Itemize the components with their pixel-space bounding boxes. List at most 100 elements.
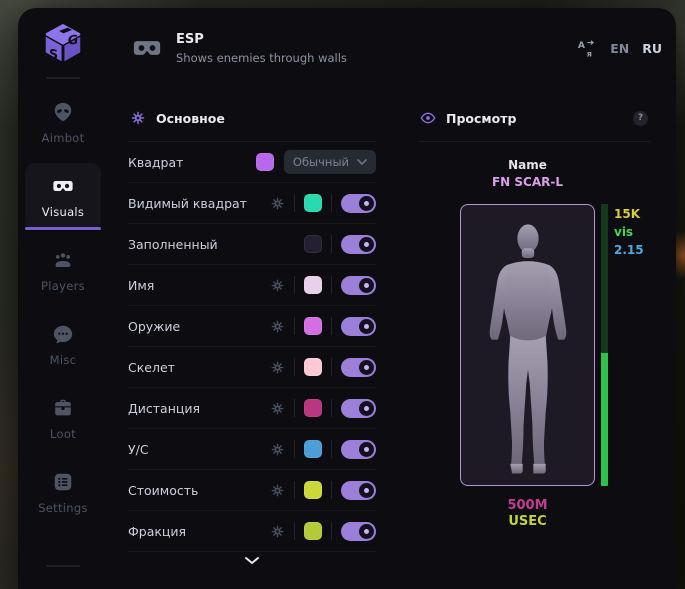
svg-text:S: S: [49, 46, 58, 62]
color-swatch[interactable]: [255, 153, 274, 171]
setting-row: Фракция: [128, 511, 376, 552]
app-logo-icon: S G: [40, 20, 86, 66]
chevron-down-icon: [357, 159, 367, 165]
toggle-knob: [359, 195, 374, 211]
gear-icon[interactable]: [270, 442, 285, 457]
eye-icon: [420, 110, 436, 126]
language-switcher: A я EN RU: [577, 38, 662, 58]
setting-row: Дистанция: [128, 388, 376, 429]
gear-icon[interactable]: [270, 278, 285, 293]
setting-label: Заполненный: [128, 236, 218, 252]
color-swatch[interactable]: [304, 481, 322, 499]
toggle-switch[interactable]: [341, 521, 376, 541]
toggle-switch[interactable]: [341, 357, 376, 377]
toggle-switch[interactable]: [341, 316, 376, 336]
setting-label: Квадрат: [128, 154, 184, 170]
toggle-switch[interactable]: [341, 193, 376, 213]
sidebar-item-players[interactable]: Players: [25, 237, 101, 304]
box-style-dropdown[interactable]: Обычный: [283, 150, 376, 174]
separator: [331, 235, 332, 253]
body-model: [489, 224, 566, 474]
toggle-knob: [359, 277, 374, 293]
separator: [294, 399, 295, 417]
setting-row: Скелет: [128, 347, 376, 388]
color-swatch[interactable]: [304, 317, 322, 335]
language-en-button[interactable]: EN: [610, 40, 630, 56]
list-icon: [52, 471, 74, 493]
gear-icon[interactable]: [270, 319, 285, 334]
target-name-label: Name: [508, 158, 547, 172]
separator: [294, 481, 295, 499]
app-window: S G Aimbot Visuals Players Misc Loot Set…: [18, 8, 676, 589]
feature-title: ESP: [176, 31, 204, 47]
preview-panel: Просмотр ? Name FN SCAR-L: [380, 88, 676, 589]
chevron-down-icon[interactable]: [244, 556, 260, 565]
toggle-knob: [359, 359, 374, 375]
separator: [294, 358, 295, 376]
toggle-knob: [359, 318, 374, 334]
language-ru-button[interactable]: RU: [642, 40, 662, 56]
color-swatch[interactable]: [304, 358, 322, 376]
sidebar-item-loot[interactable]: Loot: [25, 385, 101, 452]
toggle-knob: [359, 236, 374, 252]
color-swatch[interactable]: [304, 194, 322, 212]
setting-row: Стоимость: [128, 470, 376, 511]
target-stat: 15K: [614, 207, 640, 221]
health-bar: [601, 204, 608, 486]
setting-label: Дистанция: [128, 400, 201, 416]
separator: [294, 317, 295, 335]
toggle-switch[interactable]: [341, 398, 376, 418]
color-swatch[interactable]: [304, 440, 322, 458]
toggle-switch[interactable]: [341, 234, 376, 254]
sidebar-item-misc[interactable]: Misc: [25, 311, 101, 378]
gear-icon[interactable]: [270, 483, 285, 498]
color-swatch[interactable]: [304, 522, 322, 540]
sidebar-item-label: Settings: [38, 501, 88, 515]
toggle-knob: [359, 523, 374, 539]
sidebar-item-settings[interactable]: Settings: [25, 459, 101, 526]
toggle-switch[interactable]: [341, 439, 376, 459]
esp-box: [460, 204, 595, 486]
color-swatch[interactable]: [304, 276, 322, 294]
separator: [331, 358, 332, 376]
setting-row: Видимый квадрат: [128, 183, 376, 224]
feature-text: ESP Shows enemies through walls: [176, 32, 347, 65]
svg-text:я: я: [587, 48, 592, 58]
target-weapon-label: FN SCAR-L: [491, 175, 564, 189]
sidebar-item-label: Players: [41, 279, 85, 293]
gear-icon[interactable]: [270, 196, 285, 211]
main-panel-header: Основное: [128, 110, 376, 142]
sidebar-item-aimbot[interactable]: Aimbot: [25, 89, 101, 156]
separator: [331, 481, 332, 499]
goggles-icon: [52, 175, 74, 197]
preview-target: Name FN SCAR-L: [460, 158, 595, 529]
color-swatch[interactable]: [304, 399, 322, 417]
translate-icon[interactable]: A я: [577, 38, 597, 58]
setting-label: Видимый квадрат: [128, 195, 247, 211]
target-stats: 15K vis 2.15: [614, 204, 644, 529]
gear-icon[interactable]: [270, 524, 285, 539]
gear-icon[interactable]: [270, 401, 285, 416]
gear-icon[interactable]: [270, 360, 285, 375]
main-panel-title: Основное: [156, 110, 225, 126]
separator: [331, 194, 332, 212]
sidebar-divider-bottom: [46, 565, 80, 567]
separator: [294, 194, 295, 212]
setting-label: Стоимость: [128, 482, 199, 498]
toggle-knob: [359, 441, 374, 457]
help-button[interactable]: ?: [633, 110, 648, 126]
svg-text:G: G: [68, 31, 78, 47]
toggle-knob: [359, 482, 374, 498]
color-swatch[interactable]: [304, 235, 322, 253]
panels: Основное Квадрат Обычный Видимы: [108, 88, 676, 589]
toggle-switch[interactable]: [341, 275, 376, 295]
gear-icon: [130, 110, 146, 126]
chat-icon: [52, 323, 74, 345]
toggle-switch[interactable]: [341, 480, 376, 500]
target-stat: vis: [614, 225, 634, 239]
separator: [331, 440, 332, 458]
sidebar-divider-top: [46, 77, 80, 79]
sidebar-item-label: Loot: [50, 427, 76, 441]
toolbox-icon: [52, 397, 74, 419]
sidebar-item-visuals[interactable]: Visuals: [25, 163, 101, 230]
